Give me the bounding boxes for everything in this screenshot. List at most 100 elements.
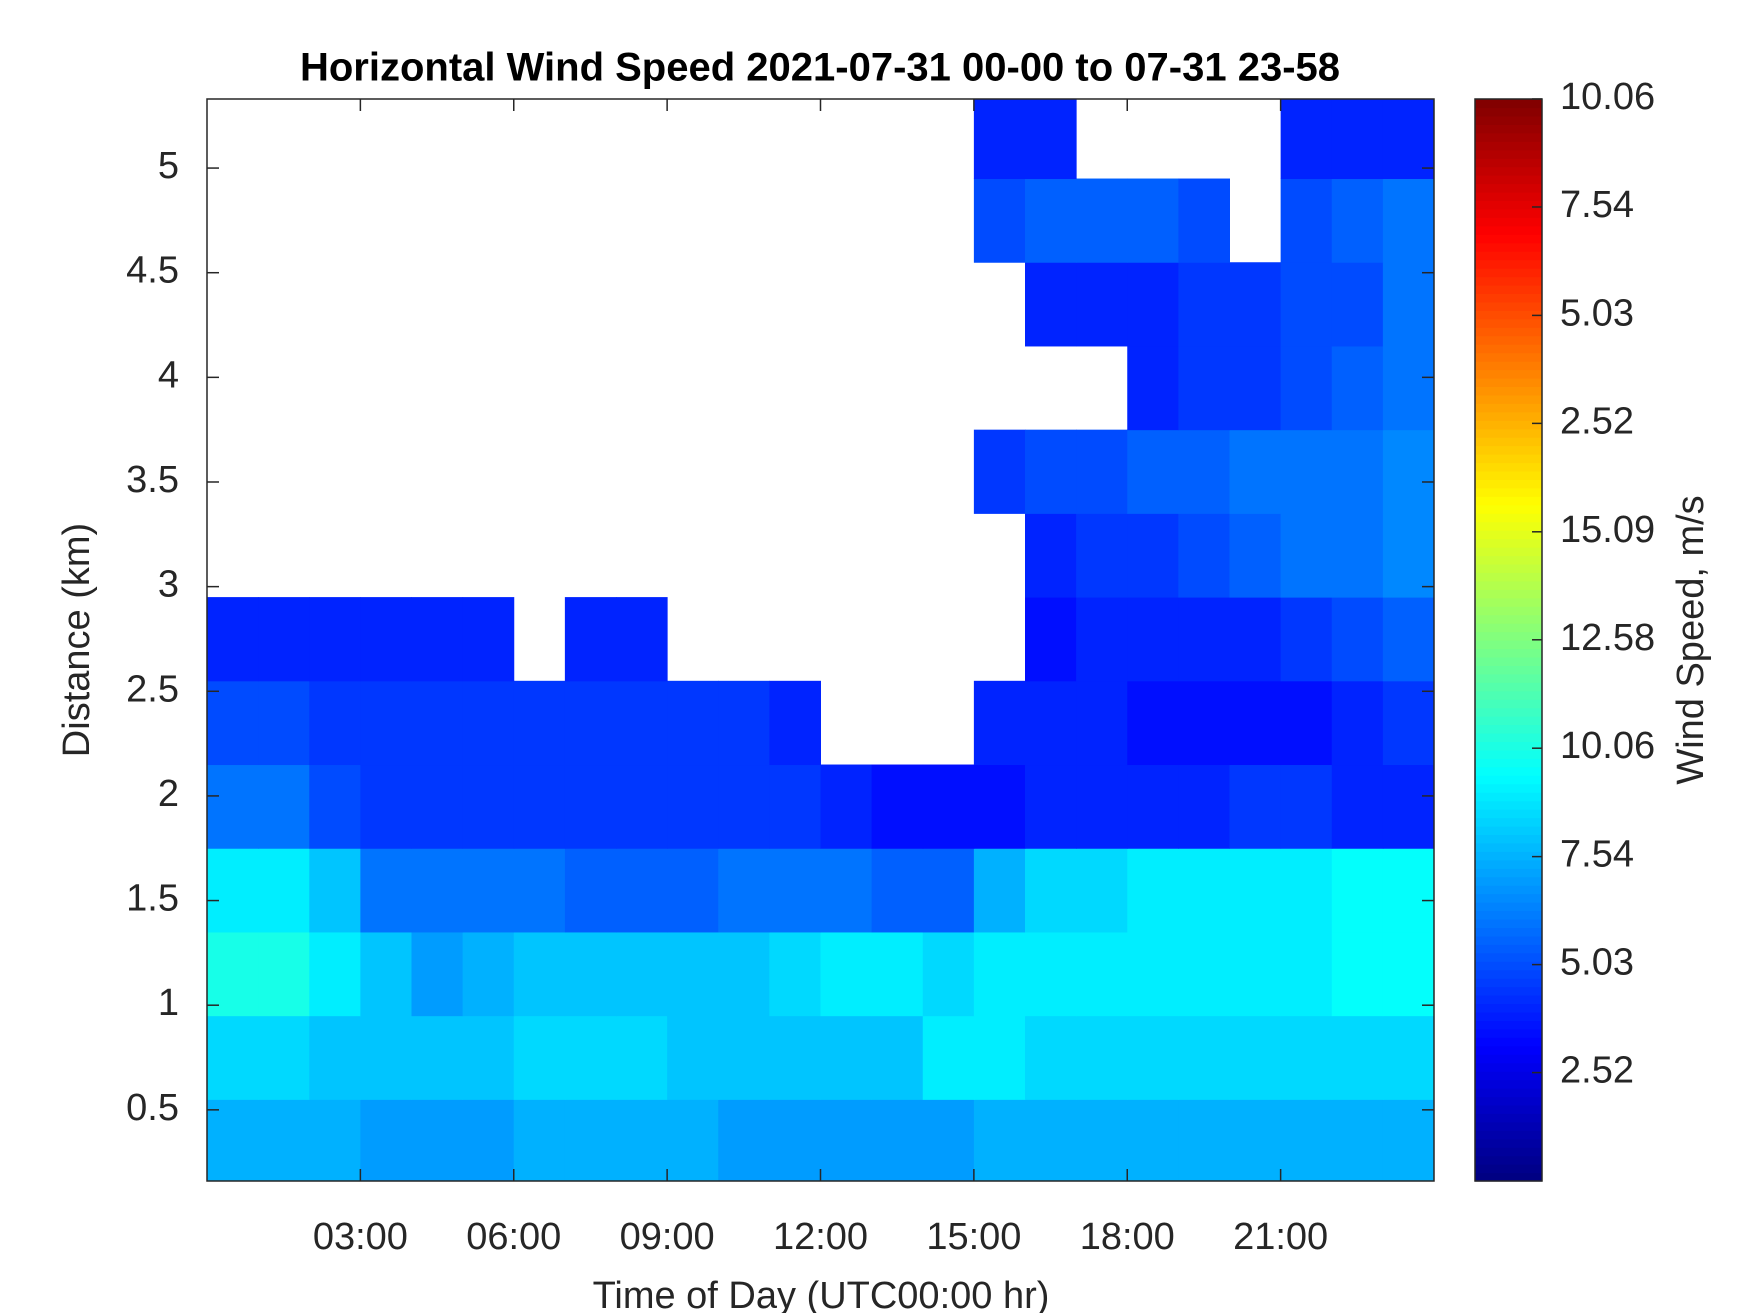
heatmap-cell <box>1076 680 1128 766</box>
heatmap-cell <box>564 931 617 1017</box>
heatmap-cell <box>820 931 873 1017</box>
heatmap-cell <box>258 764 310 849</box>
heatmap-cell <box>564 680 617 766</box>
heatmap-cell <box>462 848 515 933</box>
colorbar-step <box>1475 732 1542 743</box>
heatmap-cell <box>922 1099 975 1182</box>
heatmap-cell <box>1382 178 1435 263</box>
heatmap-cell <box>616 1099 668 1182</box>
colorbar-step <box>1475 1147 1542 1157</box>
colorbar-step <box>1475 301 1542 311</box>
heatmap-cell <box>1229 931 1282 1017</box>
heatmap-cell <box>1229 1015 1282 1100</box>
colorbar-step <box>1475 513 1542 523</box>
heatmap-cell <box>1382 99 1435 180</box>
colorbar-step <box>1475 1045 1542 1055</box>
colorbar-step <box>1475 1096 1542 1106</box>
heatmap-cell <box>973 1015 1026 1100</box>
heatmap-cell <box>513 931 566 1017</box>
heatmap-cell <box>564 1099 617 1182</box>
colorbar-step <box>1475 842 1542 852</box>
heatmap-cell <box>462 680 515 766</box>
heatmap-cell <box>258 680 310 766</box>
colorbar-step <box>1475 547 1542 557</box>
colorbar-step <box>1475 166 1542 176</box>
colorbar-step <box>1475 580 1542 590</box>
y-tick-label: 1.5 <box>126 878 179 920</box>
heatmap-cell <box>1229 262 1282 347</box>
colorbar-step <box>1475 479 1542 489</box>
colorbar-step <box>1475 563 1542 573</box>
heatmap-cell <box>411 848 464 933</box>
heatmap-cell <box>1127 345 1179 431</box>
colorbar-step <box>1475 1172 1542 1182</box>
heatmap-cell <box>309 931 361 1017</box>
heatmap-cell <box>258 597 310 682</box>
heatmap-cell <box>411 1099 464 1182</box>
heatmap-cell <box>1229 764 1282 849</box>
colorbar-step <box>1475 902 1542 912</box>
heatmap-cell <box>1025 1015 1077 1100</box>
x-tick-label: 15:00 <box>926 1216 1021 1258</box>
y-axis-label: Distance (km) <box>56 523 98 757</box>
heatmap-cell <box>513 680 566 766</box>
colorbar-step <box>1475 454 1542 464</box>
heatmap-cell <box>871 1099 924 1182</box>
colorbar-step <box>1475 318 1542 328</box>
colorbar-step <box>1475 208 1542 218</box>
heatmap-cell <box>1076 1015 1128 1100</box>
colorbar-step <box>1475 969 1542 979</box>
colorbar-step <box>1475 521 1542 531</box>
heatmap-cell <box>1025 99 1077 180</box>
colorbar-step <box>1475 411 1542 421</box>
heatmap-cell <box>820 1099 873 1182</box>
colorbar-step <box>1475 859 1542 869</box>
heatmap-cell <box>1331 99 1384 180</box>
colorbar-step <box>1475 470 1542 480</box>
heatmap-cell <box>616 597 668 682</box>
heatmap-cell <box>1382 513 1435 598</box>
heatmap-cell <box>411 1015 464 1100</box>
heatmap-cell <box>769 1015 821 1100</box>
heatmap-cell <box>1331 1015 1384 1100</box>
colorbar-step <box>1475 623 1542 633</box>
colorbar-step <box>1475 225 1542 235</box>
heatmap-cell <box>1076 178 1128 263</box>
colorbar-step <box>1475 1104 1542 1114</box>
colorbar-step <box>1475 462 1542 472</box>
heatmap-cell <box>667 764 719 849</box>
heatmap-cell <box>309 764 361 849</box>
colorbar-step <box>1475 115 1542 125</box>
heatmap-cell <box>1076 429 1128 514</box>
heatmap-cell <box>973 178 1026 263</box>
heatmap-cell <box>616 931 668 1017</box>
heatmap-cell <box>1382 931 1435 1017</box>
heatmap-cell <box>718 931 770 1017</box>
colorbar-step <box>1475 1011 1542 1021</box>
colorbar-step <box>1475 792 1542 802</box>
x-tick-label: 09:00 <box>620 1216 715 1258</box>
colorbar-step <box>1475 445 1542 455</box>
heatmap-cell <box>820 1015 873 1100</box>
colorbar-step <box>1475 758 1542 768</box>
colorbar-step <box>1475 868 1542 878</box>
heatmap-cell <box>1076 1099 1128 1182</box>
colorbar-step <box>1475 1121 1542 1131</box>
colorbar-step <box>1475 682 1542 692</box>
heatmap-cell <box>1280 848 1333 933</box>
heatmap-cell <box>258 1015 310 1100</box>
colorbar-step <box>1475 420 1542 430</box>
heatmap-cell <box>309 1015 361 1100</box>
colorbar-step <box>1475 783 1542 793</box>
heatmap-cell <box>1229 513 1282 598</box>
colorbar-step <box>1475 1028 1542 1038</box>
heatmap-cell <box>718 848 770 933</box>
heatmap-cell <box>1280 1099 1333 1182</box>
heatmap-cell <box>871 848 924 933</box>
colorbar-step <box>1475 268 1542 278</box>
colorbar-step <box>1475 1113 1542 1123</box>
heatmap-cell <box>1178 848 1230 933</box>
colorbar-step <box>1475 369 1542 379</box>
x-axis-label: Time of Day (UTC00:00 hr) <box>593 1275 1050 1313</box>
